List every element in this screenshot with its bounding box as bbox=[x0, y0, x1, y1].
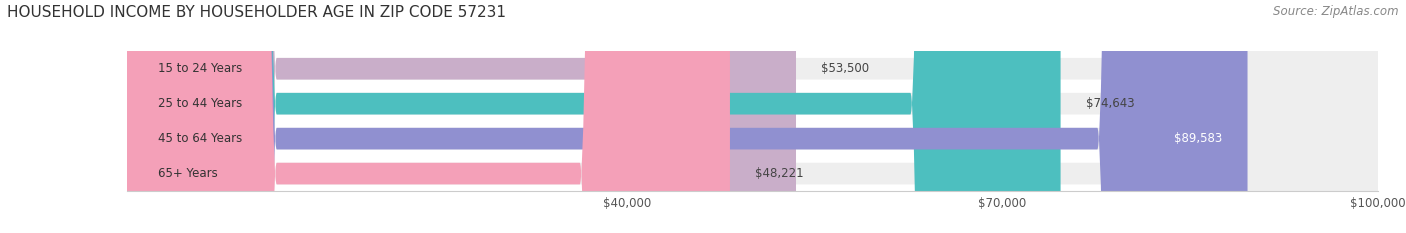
Text: $53,500: $53,500 bbox=[821, 62, 869, 75]
FancyBboxPatch shape bbox=[127, 0, 1247, 233]
FancyBboxPatch shape bbox=[127, 0, 1060, 233]
FancyBboxPatch shape bbox=[127, 0, 730, 233]
Text: 65+ Years: 65+ Years bbox=[157, 167, 218, 180]
Text: 45 to 64 Years: 45 to 64 Years bbox=[157, 132, 242, 145]
Text: $74,643: $74,643 bbox=[1085, 97, 1135, 110]
Text: HOUSEHOLD INCOME BY HOUSEHOLDER AGE IN ZIP CODE 57231: HOUSEHOLD INCOME BY HOUSEHOLDER AGE IN Z… bbox=[7, 5, 506, 20]
Text: Source: ZipAtlas.com: Source: ZipAtlas.com bbox=[1274, 5, 1399, 18]
Text: 25 to 44 Years: 25 to 44 Years bbox=[157, 97, 242, 110]
FancyBboxPatch shape bbox=[127, 0, 1378, 233]
FancyBboxPatch shape bbox=[127, 0, 796, 233]
Text: 15 to 24 Years: 15 to 24 Years bbox=[157, 62, 242, 75]
Text: $89,583: $89,583 bbox=[1174, 132, 1222, 145]
FancyBboxPatch shape bbox=[127, 0, 1378, 233]
FancyBboxPatch shape bbox=[127, 0, 1378, 233]
Text: $48,221: $48,221 bbox=[755, 167, 804, 180]
FancyBboxPatch shape bbox=[127, 0, 1378, 233]
